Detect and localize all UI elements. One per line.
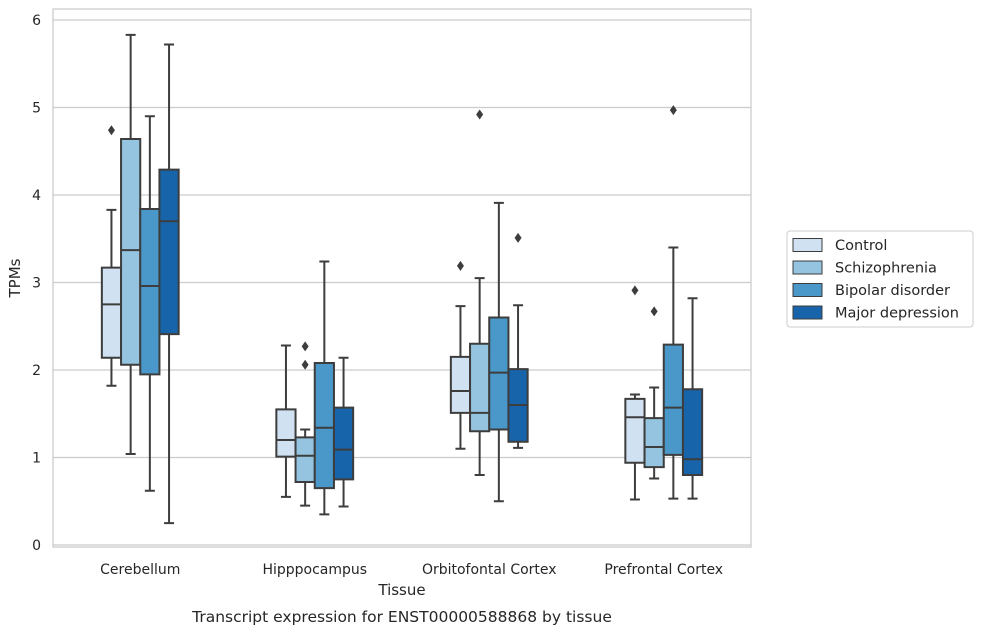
box-iqr [139, 208, 161, 376]
box-schizophrenia-2 [469, 109, 491, 476]
box-iqr [158, 168, 180, 336]
box-iqr [624, 397, 646, 464]
y-tick-labels: 0 1 2 3 4 5 6 [32, 13, 41, 554]
outlier-point [669, 105, 677, 116]
x-tick-label: Orbitofontal Cortex [422, 562, 557, 578]
legend-swatch [792, 260, 823, 275]
legend: Control Schizophrenia Bipolar disorder Majo… [786, 230, 974, 328]
box-schizophrenia-3 [643, 306, 665, 480]
x-axis-label: Tissue [377, 581, 425, 599]
box-layer [100, 33, 704, 525]
box-iqr [100, 266, 123, 359]
plot-frame [52, 8, 752, 548]
box-major-depression-3 [681, 297, 704, 500]
box-bipolar-disorder-2 [488, 201, 510, 503]
box-control-0 [100, 125, 123, 387]
outlier-point [301, 341, 309, 352]
box-schizophrenia-0 [120, 33, 142, 455]
box-major-depression-0 [158, 43, 180, 525]
box-iqr [120, 138, 142, 366]
y-tick-label: 2 [32, 363, 41, 379]
box-iqr [313, 362, 335, 490]
legend-frame [786, 230, 974, 328]
box-iqr [662, 343, 684, 456]
box-iqr [469, 342, 491, 433]
box-schizophrenia-1 [294, 341, 316, 507]
legend-swatch [792, 238, 823, 252]
legend-swatch [792, 305, 823, 320]
legend-label: Control [835, 238, 887, 254]
box-iqr [681, 388, 704, 476]
outlier-point [456, 260, 464, 271]
box-iqr [294, 436, 316, 483]
outlier-point [476, 109, 484, 120]
chart-caption: Transcript expression for ENST0000058886… [191, 608, 612, 626]
x-tick-label: Hipppocampus [262, 562, 367, 578]
box-major-depression-1 [332, 356, 355, 508]
legend-label: Major depression [835, 306, 959, 322]
box-iqr [332, 406, 355, 481]
x-tick-labels: Cerebellum Hipppocampus Orbitofontal Corte… [100, 562, 723, 578]
box-iqr [275, 408, 297, 458]
outlier-point [107, 125, 115, 136]
x-tick-label: Prefrontal Cortex [604, 562, 723, 578]
outlier-point [650, 306, 658, 317]
y-tick-label: 5 [32, 101, 41, 117]
box-bipolar-disorder-3 [662, 105, 684, 500]
outlier-point [514, 232, 522, 243]
y-tick-label: 4 [32, 188, 41, 204]
box-major-depression-2 [507, 232, 529, 449]
y-tick-label: 6 [32, 13, 41, 29]
legend-label: Bipolar disorder [835, 283, 950, 299]
box-control-1 [275, 344, 297, 498]
y-tick-label: 0 [32, 538, 41, 554]
y-tick-label: 1 [32, 451, 41, 467]
box-control-2 [449, 260, 472, 450]
box-bipolar-disorder-1 [313, 260, 335, 516]
box-iqr [643, 417, 665, 469]
outlier-point [301, 359, 309, 370]
box-control-3 [624, 285, 646, 501]
x-tick-label: Cerebellum [100, 562, 180, 578]
legend-label: Schizophrenia [835, 261, 937, 277]
y-tick-label: 3 [32, 276, 41, 292]
legend-swatch [792, 283, 823, 297]
y-axis-label: TPMs [6, 258, 24, 298]
outlier-point [631, 285, 639, 296]
box-bipolar-disorder-0 [139, 115, 161, 492]
box-iqr [449, 355, 472, 414]
